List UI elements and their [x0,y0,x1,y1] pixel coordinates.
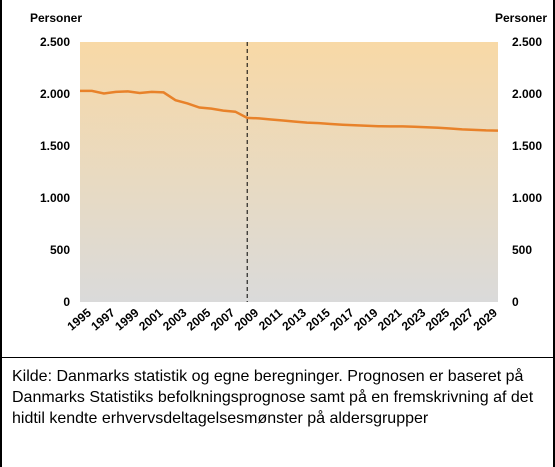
x-tick-label: 2013 [279,305,309,333]
y-tick-label: 1.000 [40,191,70,205]
x-tick-label: 2023 [399,305,429,333]
y2-tick-label: 500 [512,243,532,257]
x-tick-label: 2017 [327,305,357,333]
x-tick-label: 2025 [423,305,453,333]
y2-tick-label: 1.000 [512,191,542,205]
x-tick-label: 2027 [447,305,477,333]
x-tick-label: 1999 [112,305,142,333]
chart: Personer Personer 0 500 1.000 1.500 2.000 2.5… [30,11,547,333]
y-tick-label: 1.500 [40,139,70,153]
x-tick-label: 2029 [471,305,501,333]
x-tick-label: 2007 [208,305,238,333]
y2-tick-label: 0 [512,295,519,309]
x-tick-label: 2005 [184,305,214,333]
data-line [80,89,499,132]
x-tick-label: 2009 [232,305,262,333]
y2-axis-label: Personer [495,11,547,25]
y2-tick-label: 2.500 [512,35,542,49]
x-tick-label: 1997 [88,305,118,333]
y-tick-label: 500 [50,243,70,257]
x-tick-label: 2019 [351,305,381,333]
y-tick-label: 2.500 [40,35,70,49]
y2-tick-label: 1.500 [512,139,542,153]
x-tick-label: 2015 [303,305,333,333]
y-tick-label: 2.000 [40,87,70,101]
x-tick-label: 2011 [256,305,285,333]
plot-area [80,42,498,302]
x-tick-label: 2021 [375,305,405,333]
y-tick-label: 0 [63,295,70,309]
x-tick-label: 2001 [136,305,166,333]
x-tick-label: 2003 [160,305,190,333]
y-axis-label: Personer [30,11,82,25]
x-tick-label: 1995 [64,305,94,333]
y2-tick-label: 2.000 [512,87,542,101]
source-note: Kilde: Danmarks statistik og egne beregn… [2,357,553,466]
